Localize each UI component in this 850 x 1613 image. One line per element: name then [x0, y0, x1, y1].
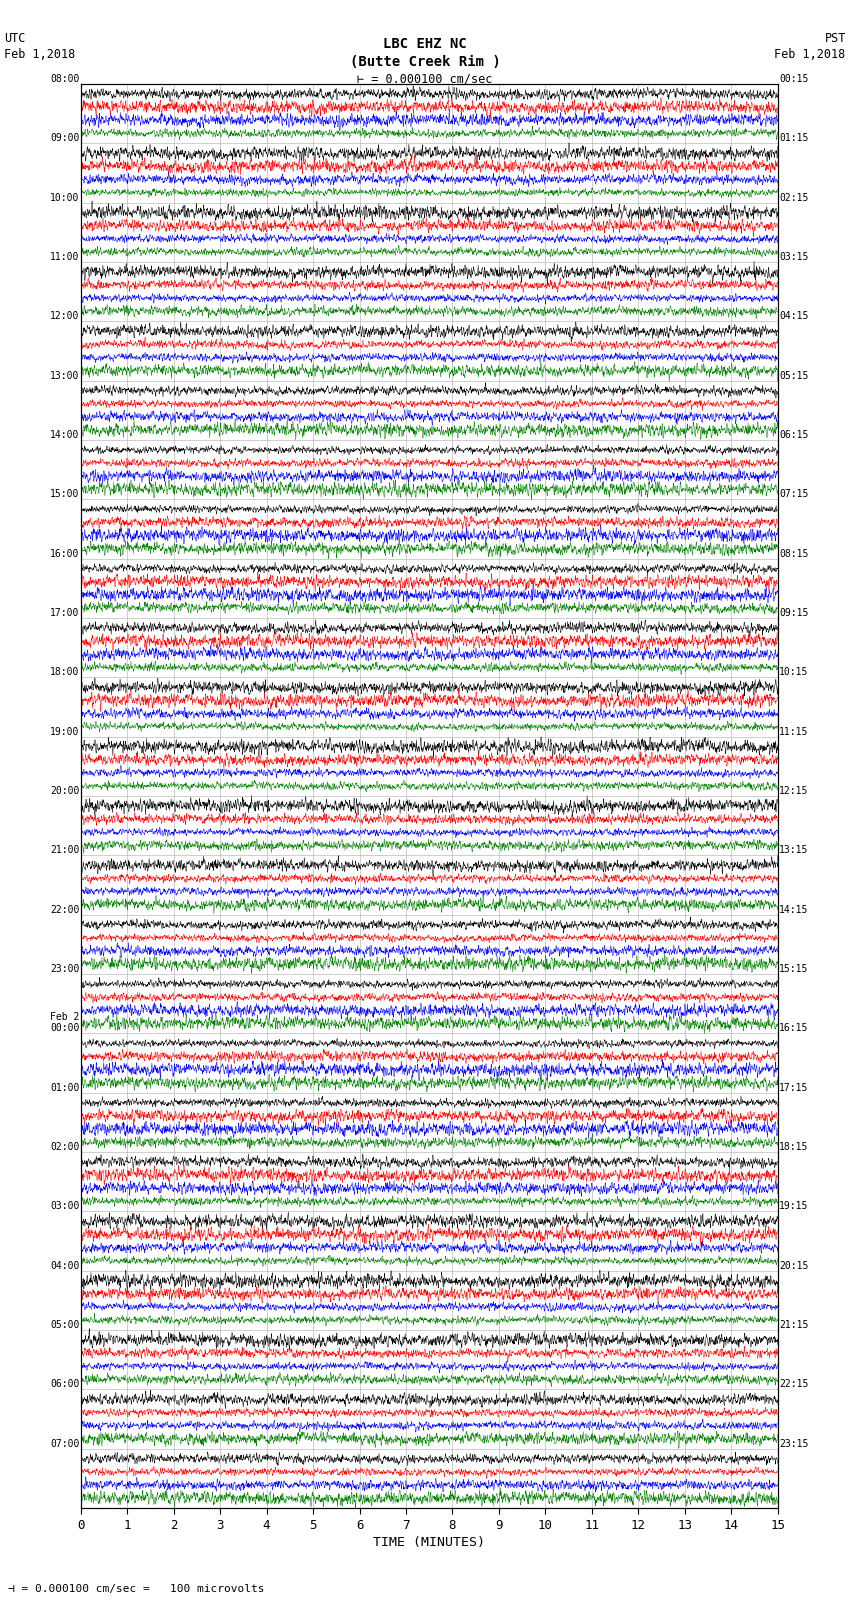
Text: ⊣ = 0.000100 cm/sec =   100 microvolts: ⊣ = 0.000100 cm/sec = 100 microvolts	[8, 1584, 265, 1594]
Text: (Butte Creek Rim ): (Butte Creek Rim )	[349, 55, 501, 69]
Text: Feb 1,2018: Feb 1,2018	[774, 48, 846, 61]
Text: UTC: UTC	[4, 32, 26, 45]
X-axis label: TIME (MINUTES): TIME (MINUTES)	[373, 1536, 485, 1548]
Text: LBC EHZ NC: LBC EHZ NC	[383, 37, 467, 52]
Text: ⊢ = 0.000100 cm/sec: ⊢ = 0.000100 cm/sec	[357, 73, 493, 85]
Text: PST: PST	[824, 32, 846, 45]
Text: Feb 1,2018: Feb 1,2018	[4, 48, 76, 61]
